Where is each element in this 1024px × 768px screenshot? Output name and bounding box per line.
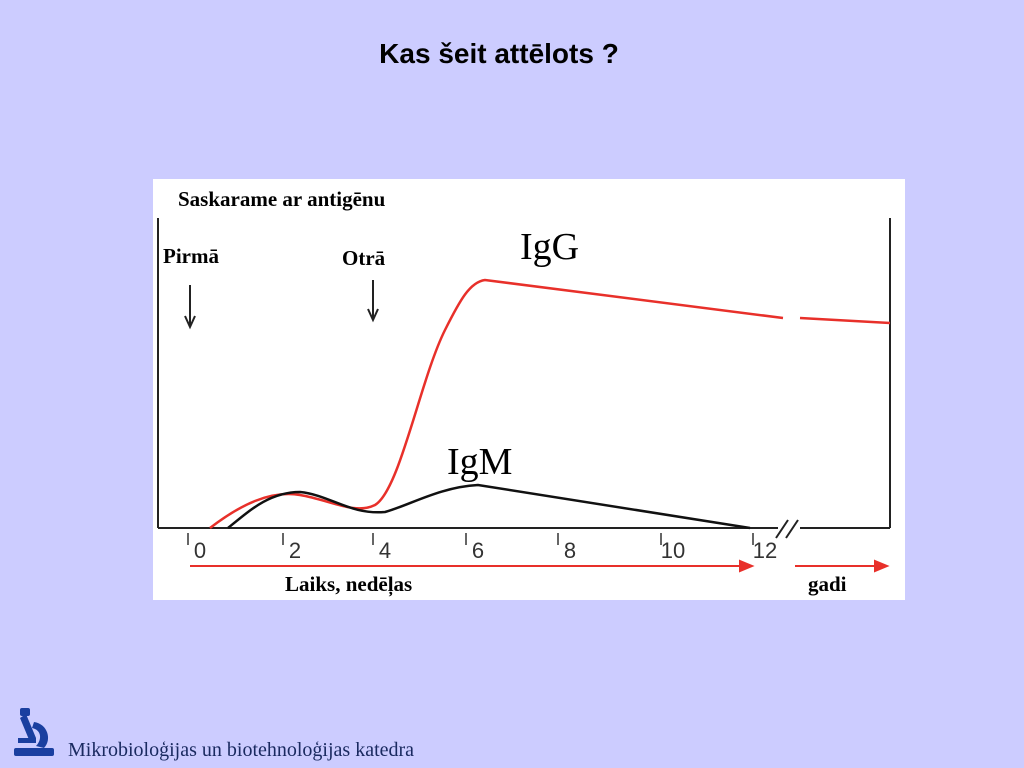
tick-label: 0 — [194, 538, 206, 563]
tick-label: 2 — [289, 538, 301, 563]
years-label: gadi — [808, 572, 847, 596]
tick-label: 12 — [753, 538, 777, 563]
time-arrows — [190, 559, 890, 573]
figure-background — [153, 179, 905, 600]
igg-label: IgG — [520, 226, 579, 268]
tick-label: 8 — [564, 538, 576, 563]
tick-label: 4 — [379, 538, 391, 563]
figure-frame — [157, 218, 891, 539]
microscope-icon — [14, 708, 54, 756]
time-axis-label: Laiks, nedēļas — [285, 572, 412, 597]
tick-label: 10 — [661, 538, 685, 563]
footer-text: Mikrobioloģijas un biotehnoloģijas kated… — [68, 739, 414, 761]
figure-heading: Saskarame ar antigēnu — [178, 187, 386, 211]
first-exposure-label: Pirmā — [163, 244, 219, 268]
igm-curve — [227, 483, 751, 530]
slide-title: Kas šeit attēlots ? — [379, 38, 619, 69]
time-ticks: 0 2 4 6 8 10 12 — [187, 533, 777, 563]
tick-label: 6 — [472, 538, 484, 563]
igm-label: IgM — [447, 441, 512, 483]
second-exposure-label: Otrā — [342, 246, 386, 270]
